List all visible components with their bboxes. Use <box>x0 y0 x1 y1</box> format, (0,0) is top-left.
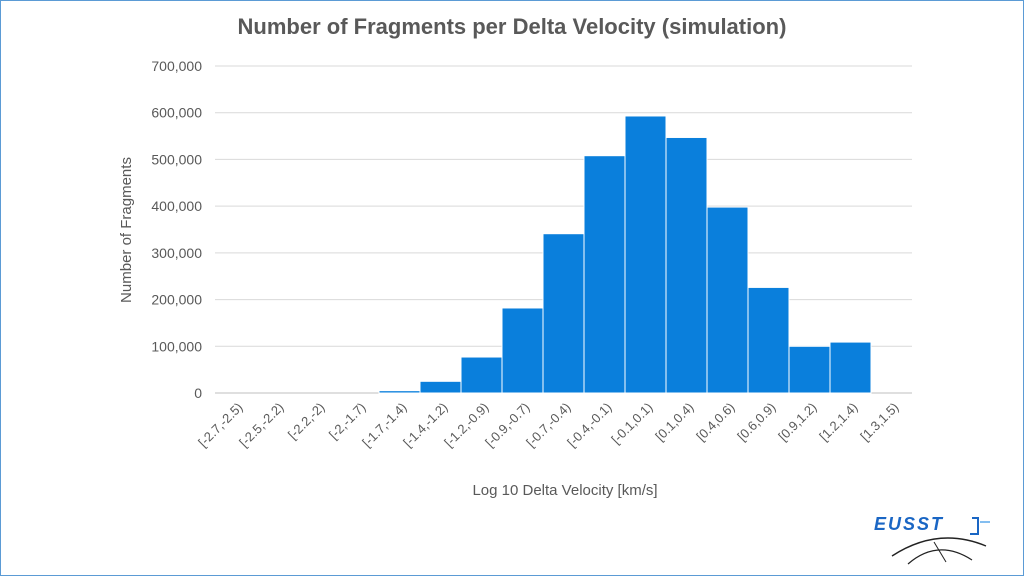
x-tick-label: [0.9,1.2) <box>775 400 819 444</box>
bar <box>665 136 708 394</box>
x-tick-labels: [-2.7,-2.5)[-2.5,-2.2)[-2.2,-2)[-2,-1.7)… <box>195 400 901 450</box>
bar <box>829 341 872 394</box>
bar <box>747 286 790 394</box>
y-tick-label: 400,000 <box>151 198 202 214</box>
bar <box>460 356 503 394</box>
y-tick-labels: 0 100,000 200,000 300,000 400,000 500,000 600,… <box>151 58 202 401</box>
x-tick-label: [0.6,0.9) <box>734 400 778 444</box>
x-tick-label: [-2.2,-2) <box>285 400 328 443</box>
y-tick-label: 500,000 <box>151 151 202 167</box>
x-tick-label: [1.2,1.4) <box>816 400 860 444</box>
x-tick-label: [1.3,1.5) <box>857 400 901 444</box>
y-tick-label: 700,000 <box>151 58 202 74</box>
x-axis-label: Log 10 Delta Velocity [km/s] <box>472 482 657 499</box>
bar <box>501 307 544 394</box>
y-tick-label: 100,000 <box>151 338 202 354</box>
eusst-logo: EUSST <box>874 514 990 565</box>
logo-text: EUSST <box>874 514 944 534</box>
chart-title: Number of Fragments per Delta Velocity (… <box>237 14 787 39</box>
bar <box>542 233 585 394</box>
y-tick-label: 300,000 <box>151 245 202 261</box>
bar <box>419 380 462 394</box>
bar <box>378 390 421 394</box>
y-tick-label: 0 <box>194 385 202 401</box>
x-tick-label: [-0.1,0.1) <box>608 400 655 447</box>
y-tick-label: 200,000 <box>151 292 202 308</box>
x-tick-label: [0.4,0.6) <box>693 400 737 444</box>
y-tick-label: 600,000 <box>151 105 202 121</box>
x-tick-label: [0.1,0.4) <box>652 400 696 444</box>
bar <box>788 345 831 394</box>
x-tick-label: [-0.4,-0.1) <box>564 400 614 450</box>
y-axis-label: Number of Fragments <box>118 157 135 303</box>
x-tick-label: [-2.5,-2.2) <box>236 400 286 450</box>
bar <box>624 115 667 394</box>
bar <box>706 206 749 394</box>
bars <box>378 115 872 394</box>
bar <box>583 155 626 394</box>
